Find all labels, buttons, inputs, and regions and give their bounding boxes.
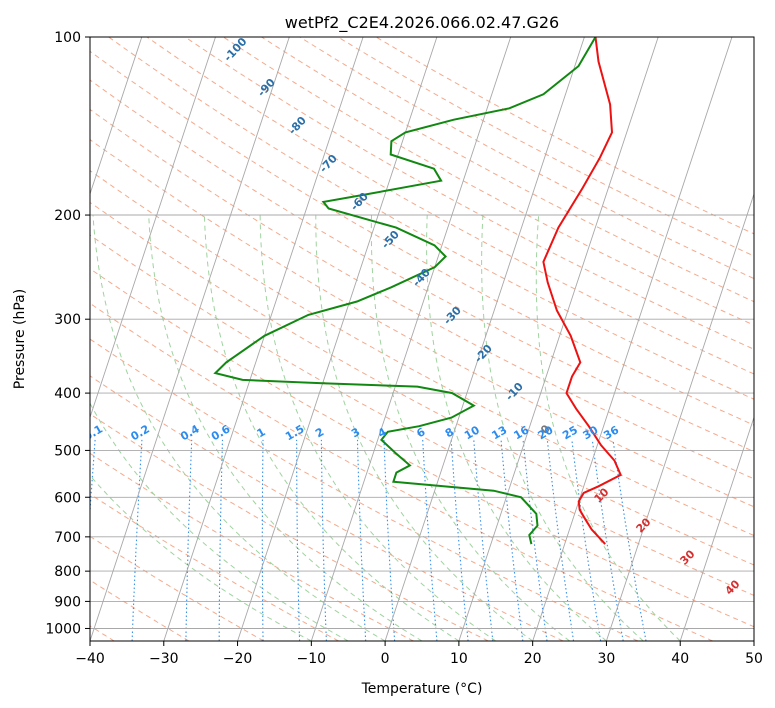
dewpoint-profile (213, 37, 597, 545)
isotherm-line (679, 415, 754, 641)
dry-adiabat-line (90, 338, 639, 641)
chart-title: wetPf2_C2E4.2026.066.02.47.G26 (285, 13, 559, 33)
dry-adiabat-line (90, 535, 265, 641)
plot-frame (89, 36, 755, 642)
dry-adiabat-line (90, 302, 713, 641)
dry-adiabat-line (90, 234, 754, 596)
isotherm-line (384, 37, 585, 641)
mixing-ratio-line (500, 439, 524, 641)
x-axis-label: Temperature (°C) (361, 681, 483, 697)
y-tick-label: 100 (54, 30, 81, 46)
isotherm-line (605, 192, 754, 641)
moist-adiabat-line (90, 402, 349, 641)
y-axis-label: Pressure (hPa) (12, 289, 28, 389)
isotherm-line (90, 37, 290, 641)
mixing-ratio-line (218, 439, 224, 641)
moist-adiabat-line (92, 214, 386, 641)
x-tick-label: −10 (297, 651, 327, 667)
isotherm-line (237, 37, 438, 641)
mixing-ratio-line (473, 439, 494, 641)
dry-adiabat-line (90, 413, 489, 641)
moist-adiabat-line (259, 214, 497, 641)
isotherm-line (90, 37, 143, 196)
moist-adiabat-line (148, 214, 423, 641)
moist-adiabat-line (481, 214, 644, 641)
mixing-ratio-line (450, 439, 469, 641)
x-tick-label: 30 (598, 651, 616, 667)
dry-adiabat-line (146, 37, 754, 375)
moist-adiabat-line (426, 214, 607, 641)
mixing-ratio-line (296, 439, 301, 641)
mixing-ratio-line (131, 439, 143, 641)
x-tick-label: 20 (524, 651, 542, 667)
x-tick-label: 10 (450, 651, 468, 667)
dry-adiabat-line (90, 169, 754, 537)
plot-area: -100-90-80-70-60-50-40-30-20-1000.1 0.2 0.… (90, 37, 754, 641)
mixing-ratio-line (571, 439, 602, 641)
y-tick-label: 600 (54, 490, 81, 506)
x-axis: −40 −30 −20 −10 0 10 20 30 40 50 (75, 641, 763, 667)
y-tick-label: 800 (54, 564, 81, 580)
x-tick-label: −20 (223, 651, 253, 667)
dry-adiabat-line (90, 201, 754, 566)
dry-adiabat-line (90, 375, 564, 641)
isotherm-line (90, 37, 216, 419)
mixing-ratio-line (546, 439, 575, 641)
mixing-ratio-line (185, 439, 193, 641)
mixing-ratio-line (261, 439, 264, 641)
mixing-ratio-line (422, 439, 438, 641)
moist-adiabat-line (90, 474, 312, 641)
isotherm-line (532, 37, 733, 641)
isotherm-line (458, 37, 659, 641)
y-axis: 100 200 300 400 500 600 700 800 900 1000 (45, 30, 90, 637)
mixing-ratio-line (320, 439, 327, 641)
y-tick-label: 1000 (45, 621, 81, 637)
y-tick-label: 500 (54, 443, 81, 459)
moist-adiabat-line (315, 215, 533, 641)
moist-adiabat-line (535, 214, 681, 641)
x-tick-label: −30 (149, 651, 179, 667)
dry-adiabat-line (108, 37, 754, 400)
mixing-ratio-line (612, 439, 647, 641)
x-tick-label: 0 (381, 651, 390, 667)
isotherm-line (310, 37, 512, 641)
x-tick-label: 50 (745, 651, 763, 667)
dry-adiabat-line (223, 37, 754, 326)
x-tick-label: 40 (671, 651, 689, 667)
y-tick-label: 900 (54, 594, 81, 610)
temperature-profile (542, 37, 622, 545)
y-tick-label: 200 (54, 208, 81, 224)
isotherm-line (163, 37, 364, 641)
moist-adiabat-line (370, 214, 570, 641)
y-tick-label: 400 (54, 386, 81, 402)
y-tick-label: 300 (54, 312, 81, 328)
y-tick-label: 700 (54, 530, 81, 546)
moist-adiabat-line (203, 214, 460, 641)
x-tick-label: −40 (75, 651, 105, 667)
dry-adiabat-line (90, 139, 754, 508)
dry-adiabat-line (90, 79, 754, 453)
mixing-ratio-line (522, 439, 548, 641)
mixing-ratio-line (356, 439, 367, 641)
